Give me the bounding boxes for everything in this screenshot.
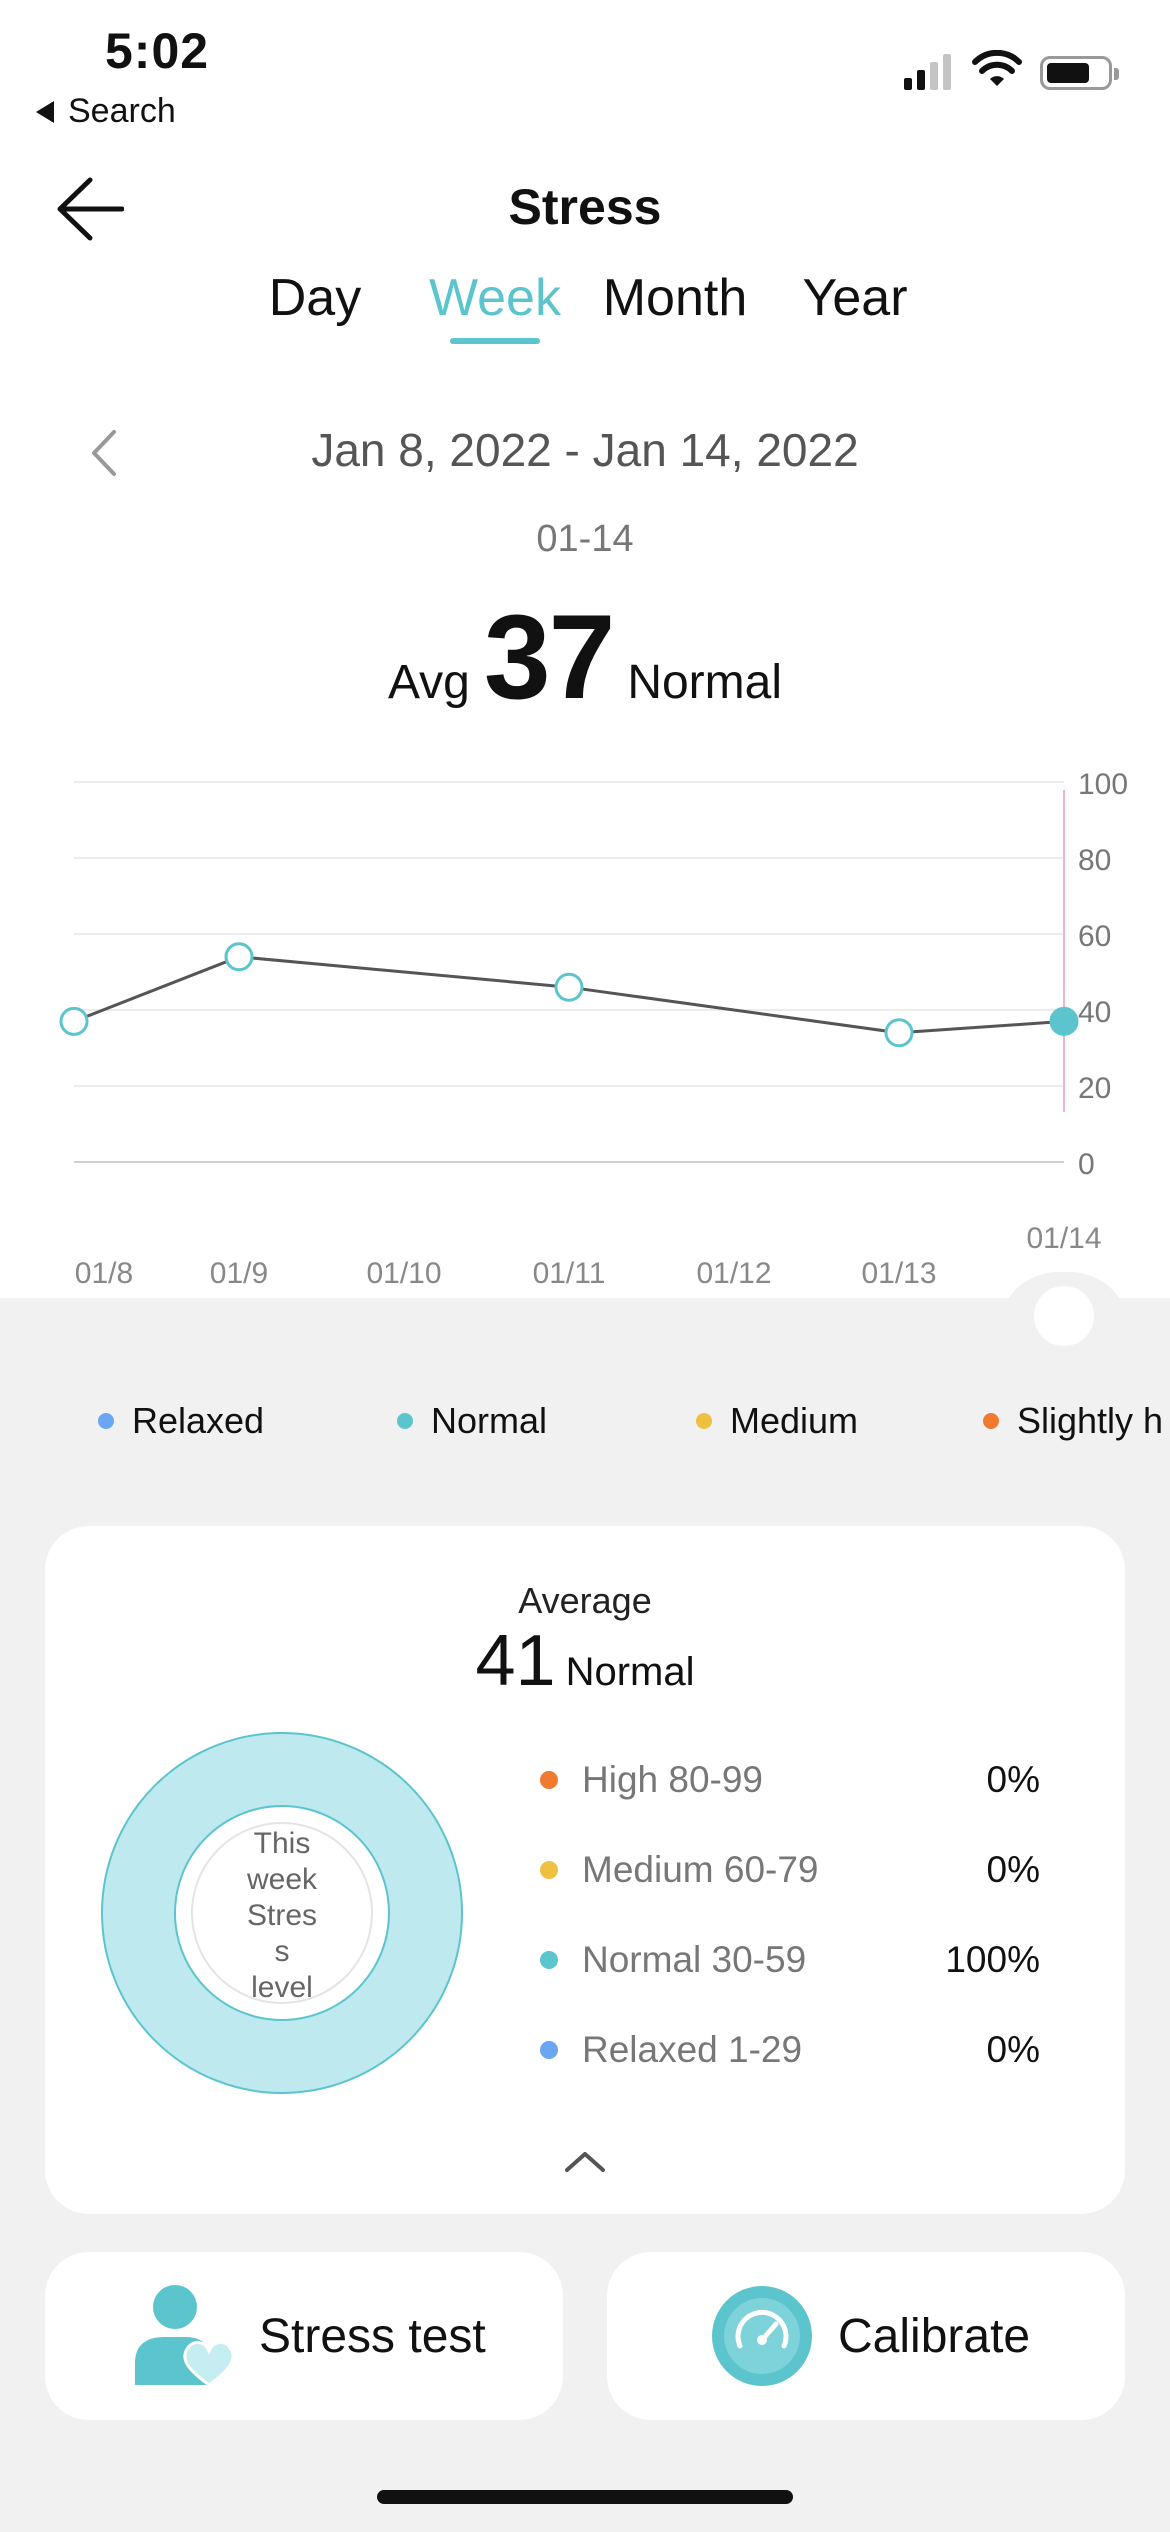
x-tick-label: 01/8: [75, 1257, 133, 1290]
donut-text-line: level: [251, 1971, 313, 2004]
x-tick-label: 01/9: [210, 1257, 268, 1290]
calibrate-label: Calibrate: [838, 2309, 1031, 2363]
legend-label: Slightly h: [1017, 1400, 1164, 1441]
back-arrow-icon[interactable]: [56, 176, 124, 242]
donut-text-line: Stres: [246, 1899, 318, 1932]
x-tick-label: 01/13: [861, 1257, 936, 1290]
stress-legend: Relaxed Normal Medium Slightly h: [0, 1400, 1170, 1460]
stress-donut-chart: [101, 1732, 463, 2094]
donut-center-label: This week Stres s level: [217, 1826, 347, 2006]
x-tick-label: 01/10: [366, 1257, 441, 1290]
back-triangle-icon: [36, 100, 54, 123]
tab-month[interactable]: Month: [602, 269, 748, 327]
x-tick-label: 01/12: [696, 1257, 771, 1290]
back-to-search-label: Search: [68, 92, 176, 130]
avg-status: Normal: [627, 656, 782, 709]
data-point: [554, 972, 584, 1002]
data-point: [59, 1006, 89, 1036]
card-avg-status: Normal: [565, 1650, 695, 1694]
legend-item-normal: Normal: [397, 1400, 547, 1442]
dist-dot-icon: [540, 2041, 558, 2059]
tab-day[interactable]: Day: [268, 269, 362, 327]
legend-dot-icon: [696, 1413, 712, 1429]
dist-dot-icon: [540, 1951, 558, 1969]
data-point: [884, 1018, 914, 1048]
average-summary: Avg 37 Normal: [0, 588, 1170, 726]
data-point: [224, 942, 254, 972]
selected-date: 01-14: [536, 518, 634, 560]
y-tick-label: 100: [1078, 768, 1128, 801]
dist-label: High 80-99: [582, 1759, 764, 1800]
legend-label: Normal: [431, 1400, 548, 1441]
dist-percent: 0%: [986, 1759, 1040, 1800]
home-indicator: [377, 2490, 793, 2504]
dist-label: Relaxed 1-29: [582, 2029, 803, 2070]
distribution-row-high: High 80-99 0%: [540, 1755, 1040, 1805]
donut-text-line: week: [246, 1863, 318, 1896]
legend-item-slightly-high: Slightly h: [983, 1400, 1163, 1442]
stress-test-label: Stress test: [259, 2309, 486, 2363]
stress-line-chart[interactable]: 100 80 60 40 20 0 01/8 01/9 01/10 01/11 01/12 01/13…: [0, 760, 1170, 1300]
donut-text-line: s: [274, 1935, 290, 1968]
status-time: 5:02: [105, 23, 210, 79]
y-tick-label: 20: [1078, 1072, 1111, 1105]
chart-scrubber-handle[interactable]: [1034, 1286, 1094, 1346]
y-tick-label: 0: [1078, 1148, 1095, 1181]
distribution-row-relaxed: Relaxed 1-29 0%: [540, 2025, 1040, 2075]
page-title: Stress: [508, 179, 662, 235]
dist-dot-icon: [540, 1861, 558, 1879]
wifi-icon: [972, 50, 1022, 86]
dist-percent: 100%: [945, 1939, 1040, 1980]
legend-label: Medium: [730, 1400, 859, 1441]
dist-label: Medium 60-79: [582, 1849, 819, 1890]
legend-dot-icon: [98, 1413, 114, 1429]
date-range: Jan 8, 2022 - Jan 14, 2022: [311, 424, 859, 476]
legend-item-relaxed: Relaxed: [98, 1400, 264, 1442]
active-tab-indicator: [450, 338, 540, 344]
back-to-search-link[interactable]: Search: [36, 92, 176, 131]
distribution-row-medium: Medium 60-79 0%: [540, 1845, 1040, 1895]
avg-label: Avg: [387, 656, 470, 709]
card-average: 41 Normal: [45, 1620, 1125, 1702]
collapse-chevron-up-icon[interactable]: [561, 2148, 609, 2176]
legend-label: Relaxed: [132, 1400, 265, 1441]
selected-data-point: [1049, 1006, 1079, 1036]
dist-percent: 0%: [986, 2029, 1040, 2070]
dist-label: Normal 30-59: [582, 1939, 807, 1980]
y-tick-label: 80: [1078, 844, 1111, 877]
battery-icon: [1040, 56, 1119, 90]
dist-dot-icon: [540, 1771, 558, 1789]
previous-period-chevron-icon[interactable]: [86, 428, 120, 478]
donut-text-line: This: [253, 1827, 311, 1860]
card-title: Average: [518, 1580, 652, 1621]
gauge-icon: [712, 2286, 812, 2386]
card-avg-value: 41: [475, 1621, 556, 1701]
legend-dot-icon: [397, 1413, 413, 1429]
tab-week[interactable]: Week: [429, 269, 561, 327]
y-tick-label: 40: [1078, 996, 1111, 1029]
distribution-row-normal: Normal 30-59 100%: [540, 1935, 1040, 1985]
period-tabs: Day Week Month Year: [0, 268, 1170, 348]
average-card: Average 41 Normal This week Stres s leve…: [45, 1526, 1125, 2214]
tab-year[interactable]: Year: [802, 269, 908, 327]
x-tick-label: 01/11: [533, 1257, 606, 1290]
cellular-signal-icon: [904, 54, 951, 90]
y-tick-label: 60: [1078, 920, 1111, 953]
dist-percent: 0%: [986, 1849, 1040, 1890]
stress-test-button[interactable]: Stress test: [45, 2252, 563, 2420]
person-heart-icon: [135, 2285, 235, 2387]
calibrate-button[interactable]: Calibrate: [607, 2252, 1125, 2420]
legend-item-medium: Medium: [696, 1400, 858, 1442]
legend-dot-icon: [983, 1413, 999, 1429]
x-tick-label: 01/14: [1026, 1222, 1101, 1255]
avg-value: 37: [483, 590, 615, 724]
